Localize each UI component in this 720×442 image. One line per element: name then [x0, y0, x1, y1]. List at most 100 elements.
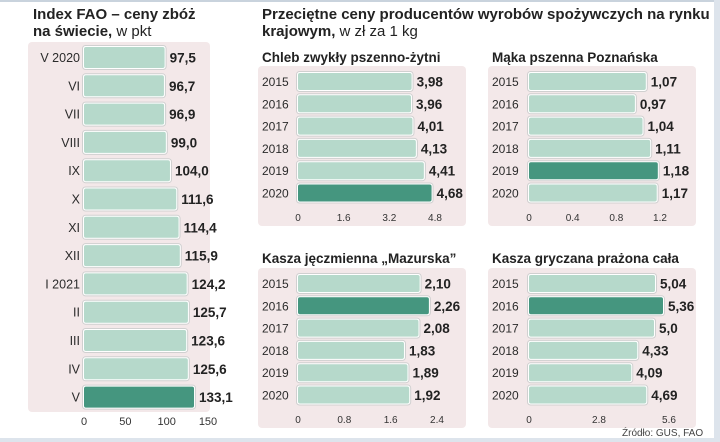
chleb-tick-label: 0 — [295, 213, 301, 224]
fao-title-line1: Index FAO – ceny zbóż — [33, 6, 196, 23]
fao-tick-label: 150 — [199, 416, 217, 428]
kasza_g-category-label: 2020 — [492, 389, 519, 403]
fao-bar — [84, 131, 166, 153]
kasza_j-tick-label: 2.4 — [430, 415, 444, 426]
maka-bar — [529, 139, 651, 157]
fao-category-label: VI — [68, 79, 80, 93]
kasza_g-value-label: 4,33 — [642, 343, 669, 358]
maka-tick-label: 0.4 — [566, 213, 580, 224]
chleb-bar — [298, 73, 412, 90]
kasza_j-category-label: 2016 — [262, 299, 289, 313]
maka-tick-label: 0.8 — [609, 213, 623, 224]
chleb-tick-label: 1.6 — [337, 213, 351, 224]
kasza_g-category-label: 2015 — [492, 277, 519, 291]
kasza_g-tick-label: 2.8 — [592, 415, 606, 426]
kasza_g-tick-label: 0 — [526, 415, 532, 426]
maka-value-label: 1,18 — [663, 164, 690, 179]
fao-title-unit: w pkt — [112, 23, 152, 40]
chleb-category-label: 2017 — [262, 120, 289, 134]
kasza_g-bar — [529, 386, 647, 404]
chleb-bar — [298, 95, 412, 113]
chleb-title: Chleb zwykły pszenno-żytni — [262, 50, 441, 65]
chleb-value-label: 4,68 — [437, 186, 464, 201]
maka-category-label: 2016 — [492, 97, 519, 111]
kasza_j-tick-label: 1.6 — [384, 415, 398, 426]
fao-category-label: IV — [68, 362, 80, 376]
kasza_g-bar — [529, 364, 632, 382]
fao-value-label: 96,7 — [169, 79, 195, 94]
kasza_j-value-label: 1,92 — [414, 388, 440, 403]
fao-category-label: X — [72, 193, 81, 207]
kasza_j-category-label: 2019 — [262, 366, 289, 380]
maka-bar — [529, 95, 635, 113]
chleb-tick-label: 4.8 — [428, 213, 442, 224]
kasza_j-value-label: 2,08 — [423, 321, 450, 336]
kasza-g-title: Kasza gryczana prażona cała — [492, 251, 679, 266]
fao-category-label: III — [70, 334, 80, 348]
chleb-category-label: 2015 — [262, 75, 289, 89]
kasza_j-bar — [298, 364, 408, 382]
fao-bar — [84, 301, 188, 323]
fao-bar — [84, 160, 170, 182]
fao-value-label: 111,6 — [181, 192, 214, 207]
fao-bar — [84, 47, 165, 68]
maka-category-label: 2018 — [492, 142, 519, 156]
kasza_g-category-label: 2017 — [492, 322, 519, 336]
maka-tick-label: 1.2 — [653, 213, 667, 224]
chleb-value-label: 3,98 — [417, 75, 444, 90]
maka-value-label: 1,07 — [651, 75, 677, 90]
kasza_g-category-label: 2019 — [492, 366, 519, 380]
chleb-value-label: 4,13 — [421, 141, 448, 156]
fao-category-label: VII — [65, 108, 80, 122]
kasza_g-bar — [529, 319, 654, 337]
maka-tick-label: 0 — [526, 213, 532, 224]
fao-tick-label: 0 — [81, 416, 87, 428]
kasza-j-title: Kasza jęczmienna „Mazurska” — [262, 251, 457, 266]
chleb-bar — [298, 162, 424, 180]
kasza_j-bar — [298, 275, 420, 292]
fao-value-label: 125,7 — [193, 305, 227, 320]
fao-tick-label: 100 — [157, 416, 175, 428]
fao-value-label: 104,0 — [175, 164, 209, 179]
fao-bar — [84, 273, 187, 295]
fao-bar — [84, 216, 179, 238]
source-note: Źródło: GUS, FAO — [622, 428, 704, 439]
kasza_j-category-label: 2015 — [262, 277, 289, 291]
fao-category-label: XI — [68, 221, 80, 235]
fao-value-label: 123,6 — [191, 334, 225, 349]
maka-value-label: 1,17 — [662, 186, 688, 201]
maka-category-label: 2017 — [492, 120, 519, 134]
maka-value-label: 1,11 — [655, 141, 681, 156]
maka-value-label: 1,04 — [648, 119, 675, 134]
fao-bar — [84, 386, 195, 408]
fao-bar — [84, 75, 164, 97]
kasza_j-bar — [298, 386, 410, 404]
chleb-bar — [298, 184, 432, 202]
fao-value-label: 99,0 — [171, 135, 197, 150]
chleb-category-label: 2016 — [262, 97, 289, 111]
fao-value-label: 115,9 — [185, 249, 218, 264]
kasza_j-value-label: 2,10 — [425, 277, 451, 292]
kasza_g-bar — [529, 275, 655, 292]
kasza_j-value-label: 1,83 — [409, 343, 436, 358]
fao-value-label: 133,1 — [199, 390, 233, 405]
fao-bar — [84, 330, 187, 351]
maka-category-label: 2015 — [492, 75, 519, 89]
kasza_g-value-label: 5,04 — [660, 277, 687, 292]
kasza_g-value-label: 5,0 — [659, 321, 678, 336]
fao-category-label: V 2020 — [40, 51, 80, 65]
fao-title-text: na świecie, — [33, 23, 113, 40]
kasza_j-tick-label: 0.8 — [337, 415, 351, 426]
fao-value-label: 114,4 — [184, 220, 218, 235]
maka-bar — [529, 73, 646, 90]
fao-value-label: 97,5 — [170, 51, 197, 66]
main-title-line2: krajowym, w zł za 1 kg — [262, 23, 710, 40]
fao-category-label: II — [73, 306, 80, 320]
chleb-category-label: 2020 — [262, 187, 289, 201]
maka-bar — [529, 117, 643, 135]
kasza_j-value-label: 2,26 — [434, 299, 461, 314]
chleb-value-label: 4,01 — [417, 119, 444, 134]
fao-value-label: 125,6 — [193, 362, 227, 377]
fao-bar — [84, 188, 177, 210]
kasza_g-value-label: 5,36 — [668, 299, 695, 314]
